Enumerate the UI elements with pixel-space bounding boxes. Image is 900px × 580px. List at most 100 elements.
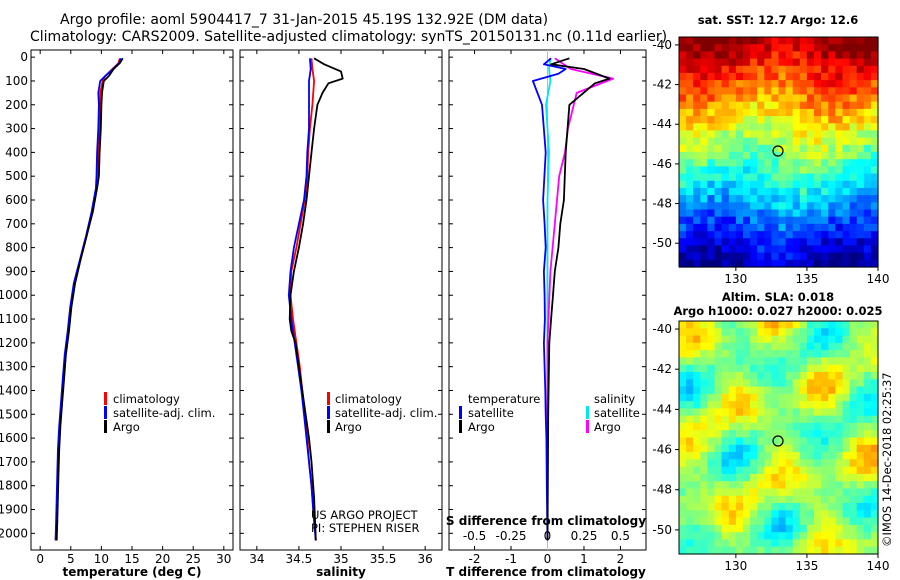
sla-cell [799, 488, 808, 497]
sla-cell [835, 524, 844, 533]
sla-cell [721, 379, 730, 388]
sla-cell [792, 321, 801, 329]
sst-cell [686, 152, 694, 160]
sla-cell [792, 386, 801, 395]
sst-cell [870, 216, 879, 225]
sst-cell [679, 252, 687, 261]
sla-cell [721, 503, 730, 511]
sla-cell [714, 495, 723, 504]
temperature-panel: 0100200300400500600700800900100011001200… [0, 49, 234, 579]
sla-cell [743, 481, 751, 490]
sla-cell [757, 430, 765, 439]
sst-cell [693, 223, 701, 232]
sla-cell [757, 532, 765, 541]
sst-cell [707, 101, 716, 110]
sla-cell [806, 459, 815, 468]
sst-cell [721, 87, 730, 96]
sst-cell [828, 94, 836, 103]
sst-cell [693, 187, 701, 196]
sst-cell [778, 51, 787, 60]
sst-cell [714, 180, 723, 189]
sla-cell [700, 321, 708, 329]
sst-cell [778, 209, 787, 218]
sst-cell [721, 44, 730, 52]
sst-cell [842, 87, 851, 96]
sla-cell [721, 342, 730, 351]
sst-cell [792, 238, 801, 247]
sla-cell [679, 422, 687, 431]
sst-cell [863, 209, 872, 218]
sla-cell [721, 422, 730, 431]
sst-cell [757, 216, 765, 225]
sst-cell [771, 259, 780, 268]
sla-cell [714, 466, 723, 475]
sla-cell [785, 415, 794, 424]
sst-cell [821, 216, 829, 225]
sla-cell [693, 466, 701, 475]
sla-cell [757, 357, 765, 366]
sst-cell [735, 187, 744, 196]
sst-cell [743, 123, 751, 132]
sla-cell [792, 459, 801, 468]
sst-cell [828, 159, 836, 167]
sla-cell [771, 437, 780, 446]
sla-cell [814, 517, 822, 526]
sst-cell [806, 209, 815, 218]
sst-cell [771, 216, 780, 225]
sla-cell [771, 328, 780, 337]
sla-cell [835, 444, 844, 453]
sst-cell [714, 87, 723, 96]
sst-cell [764, 195, 772, 203]
sla-cell [728, 437, 737, 446]
difference-series-satellite [532, 57, 567, 541]
sst-cell [842, 238, 851, 247]
sst-cell [750, 159, 758, 167]
sla-cell [814, 342, 822, 351]
sla-cell [743, 459, 751, 468]
sst-cell [863, 87, 872, 96]
sst-cell [750, 238, 758, 247]
sla-cell [707, 364, 716, 373]
sst-cell [814, 87, 822, 96]
depth-tick-label: 600 [5, 193, 28, 207]
sst-cell [814, 44, 822, 52]
sst-cell [856, 116, 865, 124]
sst-cell [778, 101, 787, 110]
sla-cell [700, 517, 708, 526]
sla-cell [849, 473, 858, 482]
sst-cell [693, 116, 701, 124]
sst-cell [707, 137, 716, 146]
credit-line-1: US ARGO PROJECT [311, 508, 419, 522]
sst-cell [764, 245, 772, 254]
sst-cell [693, 108, 701, 117]
sla-cell [863, 321, 872, 329]
sla-cell [700, 503, 708, 511]
sst-cell [679, 101, 687, 110]
sst-cell [828, 238, 836, 247]
sst-cell [721, 116, 730, 124]
sst-cell [806, 173, 815, 182]
sst-cell [870, 223, 879, 232]
sst-cell [714, 51, 723, 60]
sst-cell [679, 166, 687, 175]
sst-cell [707, 130, 716, 139]
sla-cell [806, 444, 815, 453]
sla-cell [679, 517, 687, 526]
sst-cell [792, 173, 801, 182]
sst-cell [728, 223, 737, 232]
sst-cell [714, 101, 723, 110]
sla-cell [714, 401, 723, 409]
sla-cell [771, 532, 780, 541]
sla-cell [778, 430, 787, 439]
sla-cell [693, 444, 701, 453]
sla-cell [828, 503, 836, 511]
sla-map-panel: Altim. SLA: 0.018 Argo h1000: 0.027 h200… [652, 290, 889, 573]
sst-cell [849, 223, 858, 232]
sla-cell [764, 321, 772, 329]
sla-cell [743, 539, 751, 548]
sst-cell [700, 173, 708, 182]
sla-cell [686, 444, 694, 453]
sst-cell [792, 44, 801, 52]
sla-cell [835, 452, 844, 460]
sla-cell [735, 488, 744, 497]
